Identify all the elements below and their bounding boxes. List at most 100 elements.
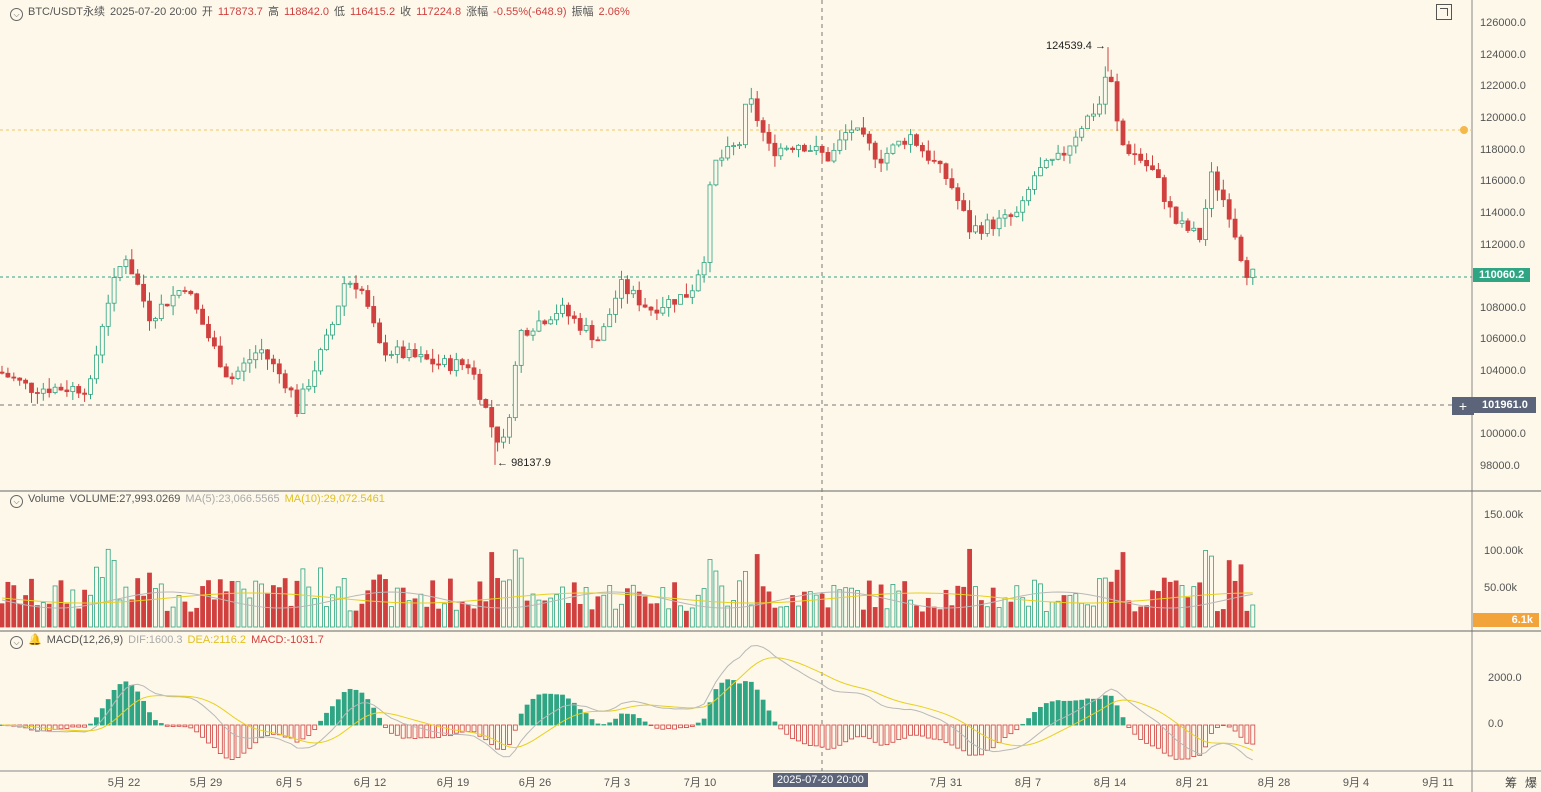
time-tick-label: 8月 28 — [1257, 777, 1291, 789]
macd-histogram-bar — [388, 724, 394, 734]
volume-bar — [654, 603, 660, 628]
macd-histogram-bar — [1173, 724, 1179, 760]
volume-bar — [1049, 601, 1055, 628]
crosshair-plus-icon[interactable]: + — [1452, 397, 1474, 415]
volume-bar — [1250, 604, 1256, 628]
macd-histogram-bar — [613, 718, 618, 726]
candle-body — [778, 147, 784, 157]
collapse-circle-icon[interactable]: ⌵ — [10, 8, 23, 21]
price-tick-label: 108000.0 — [1480, 301, 1526, 314]
macd-histogram-bar — [1209, 724, 1214, 734]
volume-bar — [170, 606, 176, 628]
macd-histogram-bar — [147, 712, 152, 726]
volume-bar — [447, 578, 453, 628]
candle-body — [577, 318, 583, 331]
candle-body — [111, 277, 117, 304]
macd-histogram-bar — [1049, 701, 1055, 726]
volume-bar — [94, 566, 99, 628]
macd-histogram-bar — [371, 707, 377, 726]
volume-bar — [406, 600, 412, 628]
volume-bar — [843, 587, 849, 628]
candle-body — [1097, 103, 1102, 115]
macd-histogram-bar — [182, 724, 188, 728]
volume-bar — [123, 586, 129, 628]
collapse-circle-icon[interactable]: ⌵ — [10, 636, 23, 649]
candle-body — [837, 139, 843, 151]
volume-bar — [831, 584, 837, 628]
candle-body — [359, 288, 365, 291]
candle-body — [896, 140, 902, 146]
volume-bar — [1026, 605, 1031, 628]
macd-histogram-bar — [276, 724, 282, 736]
candle-body — [766, 131, 772, 144]
volume-bar — [760, 586, 766, 628]
volume-bar — [896, 590, 902, 628]
candle-body — [967, 210, 972, 233]
volume-bar — [701, 588, 707, 628]
liquidation-button[interactable]: 爆 — [1525, 776, 1538, 790]
macd-histogram-bar — [211, 724, 217, 749]
candle-body — [666, 299, 672, 308]
candle-body — [300, 388, 306, 414]
volume-bar — [465, 604, 471, 628]
macd-histogram-bar — [1108, 695, 1114, 726]
volume-bar — [666, 608, 672, 628]
macd-histogram-bar — [265, 724, 270, 736]
candle-body — [548, 319, 554, 325]
macd-histogram-bar — [571, 702, 577, 726]
candle-body — [813, 145, 819, 151]
chips-button[interactable]: 筹 — [1505, 776, 1518, 790]
macd-histogram-bar — [259, 724, 265, 739]
price-tick-label: 114000.0 — [1480, 206, 1526, 219]
macd-histogram-bar — [1250, 724, 1256, 745]
volume-bar — [1244, 610, 1250, 628]
candle-body — [1161, 177, 1167, 202]
candle-body — [94, 354, 99, 380]
volume-bar — [990, 587, 996, 628]
volume-bar — [365, 590, 371, 628]
macd-histogram-bar — [406, 724, 412, 739]
candle-body — [530, 330, 536, 336]
candle-body — [141, 283, 147, 302]
candle-body — [135, 273, 141, 285]
volume-bar — [1126, 600, 1132, 628]
macd-histogram-bar — [1026, 718, 1031, 726]
macd-histogram-bar — [872, 724, 878, 743]
macd-histogram-bar — [1102, 695, 1108, 726]
macd-histogram-bar — [1215, 724, 1220, 728]
fullscreen-icon[interactable] — [1436, 4, 1452, 20]
macd-histogram-bar — [1144, 724, 1149, 744]
candle-body — [866, 133, 872, 144]
volume-bar — [825, 607, 831, 628]
volume-bar — [1073, 593, 1079, 628]
collapse-circle-icon[interactable]: ⌵ — [10, 495, 23, 508]
volume-bar — [182, 601, 188, 628]
macd-histogram-bar — [1061, 700, 1067, 726]
macd-histogram-bar — [990, 724, 996, 749]
macd-histogram-bar — [1032, 712, 1037, 726]
macd-histogram-bar — [353, 689, 359, 726]
price-tick-label: 124000.0 — [1480, 48, 1526, 61]
candle-body — [105, 302, 111, 327]
volume-bar — [1038, 583, 1043, 628]
macd-tick-label: 2000.0 — [1488, 672, 1522, 684]
candle-body — [695, 274, 701, 292]
macd-histogram-bar — [1114, 705, 1120, 726]
candle-body — [0, 371, 5, 374]
macd-histogram-bar — [1079, 699, 1085, 726]
macd-histogram-bar — [684, 724, 689, 728]
volume-bar — [601, 594, 607, 628]
candle-body — [436, 363, 442, 366]
volume-bar — [117, 599, 123, 628]
volume-bar — [754, 554, 760, 628]
macd-histogram-bar — [1238, 724, 1244, 738]
candle-body — [955, 187, 961, 201]
volume-bar — [772, 607, 778, 628]
volume-bar — [412, 598, 418, 628]
macd-histogram-bar — [206, 724, 211, 744]
time-tick-label: 8月 21 — [1175, 777, 1209, 789]
macd-histogram-bar — [1085, 698, 1090, 726]
bell-icon[interactable]: 🔔 — [28, 634, 42, 646]
macd-histogram-bar — [695, 722, 701, 726]
